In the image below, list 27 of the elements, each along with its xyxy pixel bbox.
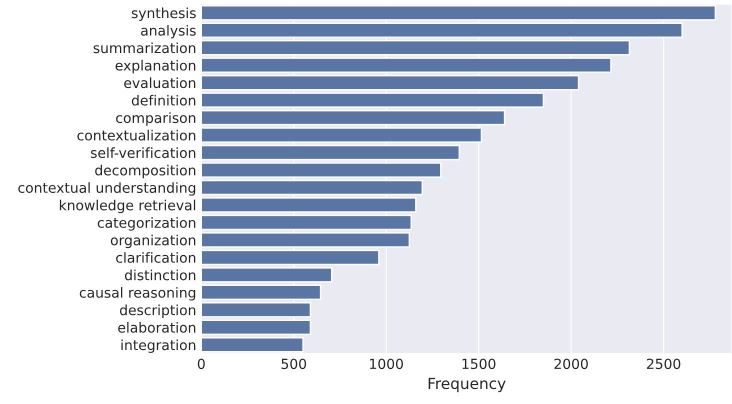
- y-tick-label: clarification: [116, 252, 196, 263]
- y-tick-label: categorization: [98, 217, 196, 231]
- y-tick-label: definition: [132, 94, 196, 106]
- y-tick-label: contextualization: [77, 130, 196, 141]
- x-tick-label: 1000: [370, 358, 403, 370]
- y-tick-label: comparison: [116, 112, 196, 126]
- y-tick-label: description: [120, 304, 196, 318]
- y-tick-label: integration: [121, 339, 196, 353]
- x-tick-label: 2500: [646, 358, 680, 370]
- y-tick-label: distinction: [124, 270, 196, 280]
- y-tick-label: self-verification: [90, 147, 196, 158]
- y-tick-label: organization: [110, 234, 196, 248]
- x-axis-title: Frequency: [428, 378, 506, 392]
- y-tick-label: elaboration: [118, 322, 196, 333]
- y-tick-label: evaluation: [124, 77, 196, 88]
- y-tick-label: decomposition: [95, 164, 196, 178]
- x-tick-label: 500: [282, 358, 306, 370]
- x-tick-label: 2000: [554, 358, 588, 370]
- y-tick-label: explanation: [116, 60, 196, 74]
- x-tick-label: 1500: [462, 358, 496, 370]
- y-tick-label: analysis: [141, 24, 196, 38]
- x-tick-label: 0: [198, 358, 205, 370]
- y-tick-label: contextual understanding: [18, 182, 196, 196]
- y-tick-label: synthesis: [132, 8, 196, 21]
- y-tick-label: causal reasoning: [80, 287, 196, 301]
- y-tick-label: knowledge retrieval: [60, 200, 196, 214]
- y-tick-label: summarization: [94, 42, 196, 54]
